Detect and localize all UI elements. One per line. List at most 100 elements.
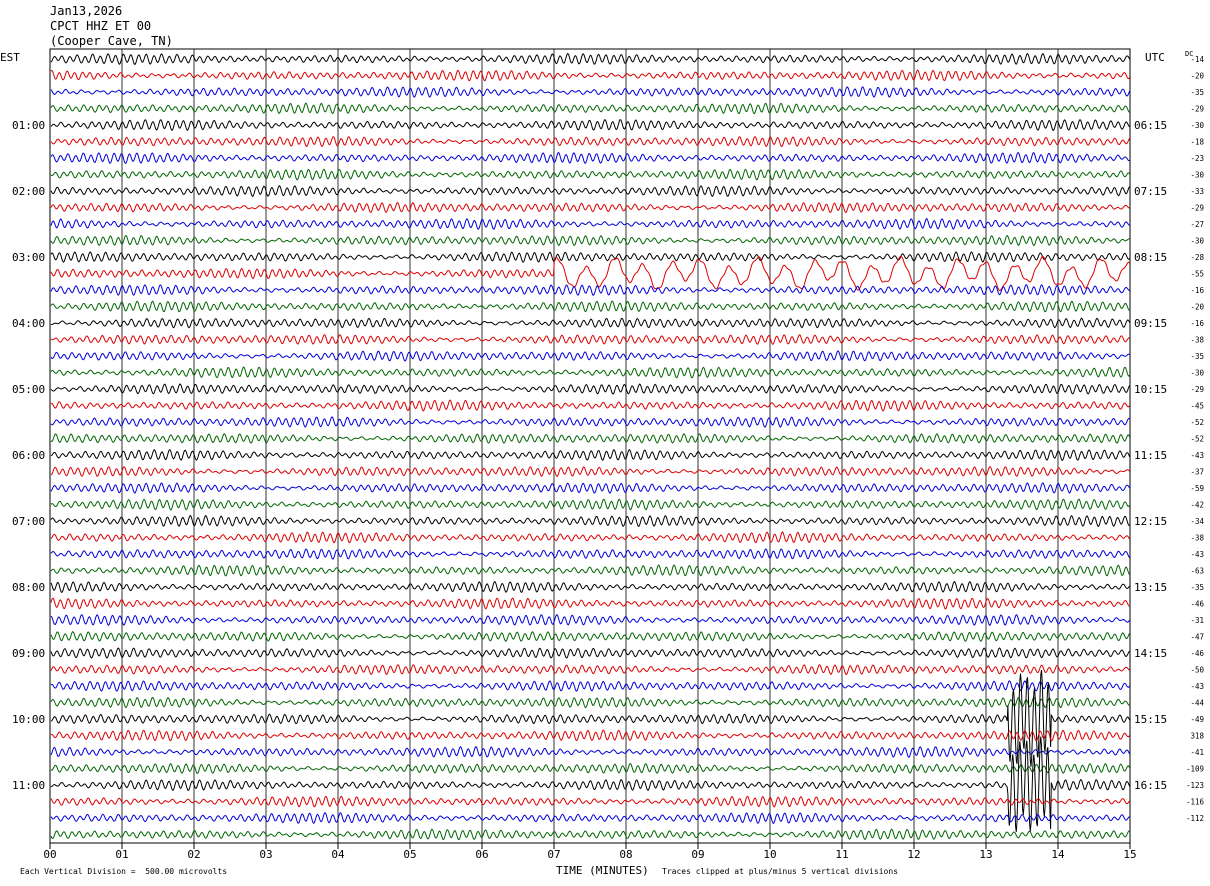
dc-offset-label: -29 bbox=[1190, 105, 1204, 114]
seismic-trace bbox=[50, 812, 1130, 825]
seismic-trace bbox=[50, 69, 1131, 82]
x-tick-label: 00 bbox=[43, 848, 56, 861]
x-tick-label: 07 bbox=[547, 848, 560, 861]
right-hour-label: 14:15 bbox=[1134, 647, 1167, 660]
x-tick-label: 05 bbox=[403, 848, 416, 861]
seismic-trace bbox=[50, 580, 1131, 593]
seismic-trace bbox=[50, 514, 1130, 528]
seismic-trace bbox=[50, 255, 1131, 291]
dc-offset-label: -44 bbox=[1190, 699, 1204, 708]
seismic-trace bbox=[50, 151, 1130, 164]
seismic-trace bbox=[50, 334, 1130, 345]
dc-offset-label: -28 bbox=[1190, 253, 1204, 262]
right-hour-label: 10:15 bbox=[1134, 383, 1167, 396]
seismic-trace bbox=[50, 613, 1131, 627]
seismic-trace bbox=[50, 433, 1131, 444]
clip-note: Traces clipped at plus/minus 5 vertical … bbox=[662, 867, 899, 876]
seismic-trace bbox=[50, 102, 1130, 115]
left-hour-label: 03:00 bbox=[12, 251, 45, 264]
x-tick-label: 06 bbox=[475, 848, 488, 861]
seismic-trace bbox=[50, 597, 1130, 610]
right-hour-label: 07:15 bbox=[1134, 185, 1167, 198]
date-label: Jan13,2026 bbox=[50, 4, 123, 18]
seismic-trace bbox=[50, 680, 1131, 692]
dc-offset-label: -20 bbox=[1190, 72, 1204, 81]
x-tick-label: 14 bbox=[1051, 848, 1065, 861]
seismic-trace bbox=[50, 52, 1131, 66]
dc-offset-label: -59 bbox=[1190, 484, 1204, 493]
left-hour-label: 04:00 bbox=[12, 317, 45, 330]
x-axis-title: TIME (MINUTES) bbox=[556, 864, 649, 877]
dc-offset-label: -30 bbox=[1190, 369, 1204, 378]
seismic-trace bbox=[50, 466, 1131, 478]
dc-offset-label: -63 bbox=[1190, 567, 1204, 576]
right-hour-label: 16:15 bbox=[1134, 779, 1167, 792]
left-timezone-label: EST bbox=[0, 51, 20, 64]
x-tick-label: 13 bbox=[979, 848, 992, 861]
dc-offset-label: -52 bbox=[1190, 435, 1204, 444]
plot-frame bbox=[49, 48, 1131, 844]
seismic-trace bbox=[50, 795, 1131, 808]
seismic-trace bbox=[50, 548, 1131, 560]
left-hour-label: 02:00 bbox=[12, 185, 45, 198]
seismic-trace bbox=[50, 168, 1131, 181]
x-tick-label: 12 bbox=[907, 848, 920, 861]
dc-offset-label: -55 bbox=[1190, 270, 1204, 279]
dc-offset-label: -38 bbox=[1190, 534, 1204, 543]
left-hour-label: 10:00 bbox=[12, 713, 45, 726]
dc-offset-label: -43 bbox=[1190, 550, 1204, 559]
dc-offset-label: -47 bbox=[1190, 633, 1204, 642]
right-hour-label: 12:15 bbox=[1134, 515, 1167, 528]
dc-offset-label: -112 bbox=[1186, 814, 1204, 823]
seismic-trace bbox=[50, 498, 1131, 511]
seismic-trace bbox=[50, 284, 1130, 296]
left-hour-label: 08:00 bbox=[12, 581, 45, 594]
seismic-trace bbox=[50, 449, 1131, 462]
x-tick-label: 10 bbox=[763, 848, 776, 861]
dc-offset-label: -41 bbox=[1190, 748, 1204, 757]
seismic-trace bbox=[50, 399, 1131, 412]
seismic-trace bbox=[50, 217, 1130, 230]
dc-offset-label: -30 bbox=[1190, 237, 1204, 246]
dc-offset-label: -38 bbox=[1190, 336, 1204, 345]
seismic-trace bbox=[50, 663, 1130, 676]
seismic-trace bbox=[50, 669, 1131, 767]
seismic-trace bbox=[50, 251, 1131, 263]
seismic-trace bbox=[50, 762, 1131, 775]
dc-offset-label: -30 bbox=[1190, 121, 1204, 130]
dc-offset-label: -42 bbox=[1190, 501, 1204, 510]
dc-offset-label: -29 bbox=[1190, 204, 1204, 213]
right-hour-label: 13:15 bbox=[1134, 581, 1167, 594]
dc-offset-label: -31 bbox=[1190, 616, 1204, 625]
dc-offset-label: -37 bbox=[1190, 468, 1204, 477]
dc-offset-label: -20 bbox=[1190, 303, 1204, 312]
dc-offset-label: -43 bbox=[1190, 451, 1204, 460]
dc-offset-label: -35 bbox=[1190, 88, 1204, 97]
dc-offset-label: -30 bbox=[1190, 171, 1204, 180]
x-tick-label: 03 bbox=[259, 848, 272, 861]
x-tick-label: 01 bbox=[115, 848, 128, 861]
seismic-trace bbox=[50, 201, 1130, 214]
dc-offset-label: -46 bbox=[1190, 600, 1204, 609]
dc-offset-label: -14 bbox=[1190, 55, 1204, 64]
seismic-trace bbox=[50, 300, 1130, 313]
x-tick-label: 09 bbox=[691, 848, 704, 861]
location-label: (Cooper Cave, TN) bbox=[50, 34, 173, 48]
dc-offset-label: -35 bbox=[1190, 352, 1204, 361]
dc-offset-label: -43 bbox=[1190, 682, 1204, 691]
dc-offset-label: -34 bbox=[1190, 517, 1204, 526]
seismic-trace bbox=[50, 383, 1131, 395]
left-hour-label: 06:00 bbox=[12, 449, 45, 462]
right-hour-label: 15:15 bbox=[1134, 713, 1167, 726]
dc-offset-label: 318 bbox=[1190, 732, 1204, 741]
left-hour-label: 05:00 bbox=[12, 383, 45, 396]
left-hour-label: 01:00 bbox=[12, 119, 45, 132]
vertical-division-note: Each Vertical Division = 500.00 microvol… bbox=[20, 867, 228, 876]
dc-offset-label: -46 bbox=[1190, 649, 1204, 658]
seismic-trace bbox=[50, 828, 1130, 841]
seismic-trace bbox=[50, 729, 1131, 742]
seismic-trace bbox=[50, 631, 1131, 642]
right-hour-label: 11:15 bbox=[1134, 449, 1167, 462]
seismic-trace bbox=[50, 736, 1131, 832]
